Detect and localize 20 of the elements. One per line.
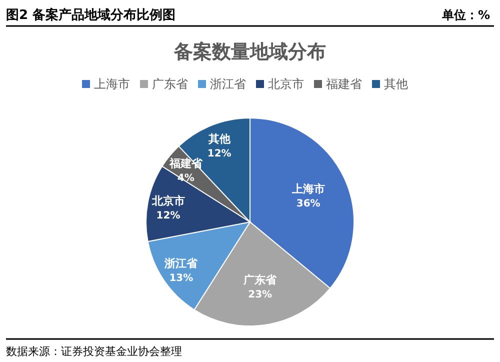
chart-title: 备案数量地域分布 xyxy=(173,41,326,63)
data-label: 13% xyxy=(169,272,194,284)
legend-label: 上海市 xyxy=(94,77,130,91)
slice-label: 广东省 xyxy=(242,274,278,287)
slice-label: 浙江省 xyxy=(164,256,199,270)
slice-label: 上海市 xyxy=(290,182,325,196)
text: 单位：% xyxy=(440,8,490,22)
slice-label: 北京市 xyxy=(150,194,185,208)
legend-label: 其他 xyxy=(384,77,408,91)
source-note: 数据来源：证券投资基金业协会整理 xyxy=(6,345,182,358)
legend-label: 福建省 xyxy=(326,77,362,91)
data-label: 23% xyxy=(248,290,272,301)
slice-label: 其他 xyxy=(207,132,232,146)
data-label: 36% xyxy=(296,198,320,210)
data-label: 12% xyxy=(156,210,180,222)
data-label: 12% xyxy=(207,148,232,160)
legend-label: 北京市 xyxy=(268,77,304,91)
legend-label: 广东省 xyxy=(152,77,188,91)
caption: 图2 备案产品地域分布比例图 xyxy=(6,7,176,23)
legend-label: 浙江省 xyxy=(210,77,246,91)
